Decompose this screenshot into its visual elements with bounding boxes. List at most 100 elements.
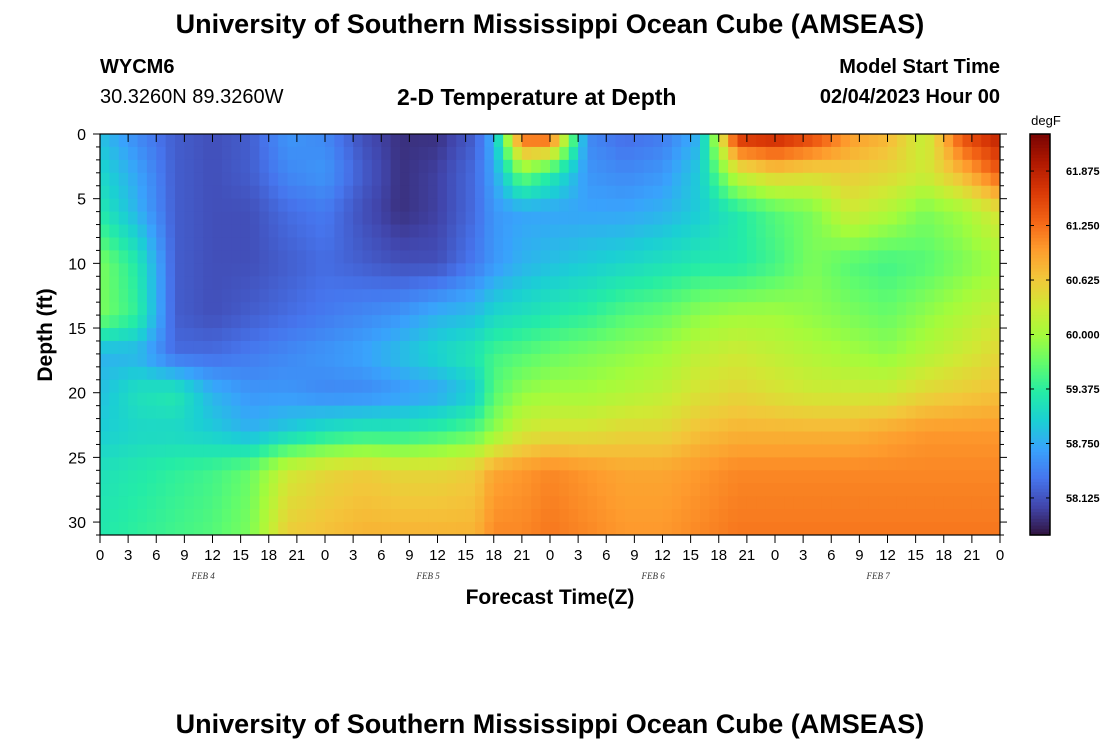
heatmap-cell [859, 198, 870, 213]
heatmap-cell [306, 198, 317, 213]
heatmap-cell [418, 237, 429, 252]
heatmap-cell [934, 470, 945, 484]
colorbar-segment [1030, 314, 1050, 319]
heatmap-cell [465, 134, 476, 148]
heatmap-cell [550, 522, 560, 535]
heatmap-cell [296, 509, 307, 523]
heatmap-cell [896, 496, 907, 510]
heatmap-cell [156, 392, 167, 407]
heatmap-cell [250, 276, 260, 290]
heatmap-cell [615, 302, 626, 316]
heatmap-cell [568, 405, 579, 420]
heatmap-cell [962, 276, 973, 290]
heatmap-cell [193, 224, 204, 239]
colorbar-segment [1030, 367, 1050, 372]
heatmap-cell [437, 509, 448, 523]
heatmap-cell [250, 418, 260, 433]
heatmap-cell [887, 198, 898, 213]
heatmap-cell [765, 379, 776, 394]
heatmap-cell [803, 392, 814, 407]
heatmap-cell [784, 483, 795, 497]
heatmap-cell [831, 509, 842, 523]
heatmap-cell [793, 289, 804, 303]
heatmap-cell [334, 418, 345, 433]
heatmap-cell [512, 379, 523, 394]
heatmap-cell [587, 146, 598, 161]
heatmap-cell [156, 134, 167, 148]
heatmap-cell [418, 134, 429, 148]
heatmap-cell [400, 418, 410, 433]
heatmap-cell [353, 431, 364, 446]
heatmap-cell [643, 405, 654, 420]
heatmap-cell [390, 172, 401, 187]
heatmap-cell [128, 431, 139, 446]
heatmap-cell [606, 431, 617, 446]
heatmap-cell [718, 276, 729, 290]
heatmap-cell [203, 328, 214, 342]
heatmap-cell [765, 146, 776, 161]
heatmap-cell [250, 522, 260, 535]
heatmap-cell [240, 328, 251, 342]
heatmap-cell [400, 185, 410, 200]
heatmap-cell [662, 431, 673, 446]
heatmap-cell [287, 470, 298, 484]
heatmap-cell [671, 431, 682, 446]
heatmap-cell [334, 172, 345, 187]
heatmap-cell [540, 289, 551, 303]
heatmap-cell [156, 366, 167, 381]
heatmap-cell [484, 159, 495, 174]
heatmap-cell [493, 276, 504, 290]
heatmap-cell [587, 328, 598, 342]
heatmap-cell [512, 328, 523, 342]
heatmap-cell [643, 276, 654, 290]
heatmap-cell [137, 496, 148, 510]
heatmap-cell [587, 134, 598, 148]
heatmap-cell [446, 250, 457, 264]
heatmap-cell [362, 340, 373, 355]
heatmap-cell [240, 340, 251, 355]
heatmap-cell [540, 470, 551, 484]
heatmap-cell [343, 302, 354, 316]
heatmap-cell [100, 224, 110, 239]
heatmap-cell [981, 444, 992, 458]
heatmap-cell [634, 159, 645, 174]
heatmap-cell [334, 496, 345, 510]
heatmap-cell [896, 457, 907, 471]
heatmap-cell [371, 263, 382, 277]
heatmap-cell [634, 418, 645, 433]
heatmap-cell [231, 340, 242, 355]
heatmap-cell [521, 392, 532, 407]
heatmap-cell [887, 483, 898, 497]
heatmap-cell [128, 444, 139, 458]
heatmap-cell [362, 496, 373, 510]
heatmap-cell [315, 263, 326, 277]
heatmap-cell [962, 379, 973, 394]
heatmap-cell [128, 159, 139, 174]
heatmap-cell [418, 302, 429, 316]
heatmap-cell [175, 444, 185, 458]
heatmap-cell [362, 276, 373, 290]
heatmap-cell [184, 146, 195, 161]
heatmap-cell [971, 211, 982, 226]
x-tick-label: 15 [682, 547, 699, 564]
heatmap-cell [709, 315, 720, 329]
heatmap-cell [953, 483, 964, 497]
heatmap-cell [540, 172, 551, 187]
heatmap-cell [259, 289, 270, 303]
heatmap-cell [268, 483, 279, 497]
heatmap-cell [278, 250, 289, 264]
heatmap-cell [296, 315, 307, 329]
heatmap-cell [868, 172, 879, 187]
heatmap-cell [746, 263, 757, 277]
heatmap-cell [268, 250, 279, 264]
heatmap-cell [362, 405, 373, 420]
heatmap-cell [465, 418, 476, 433]
heatmap-cell [428, 392, 439, 407]
heatmap-cell [568, 353, 579, 368]
heatmap-cell [625, 366, 635, 381]
heatmap-cell [568, 146, 579, 161]
heatmap-cell [690, 431, 701, 446]
heatmap-cell [559, 392, 570, 407]
heatmap-cell [728, 457, 739, 471]
